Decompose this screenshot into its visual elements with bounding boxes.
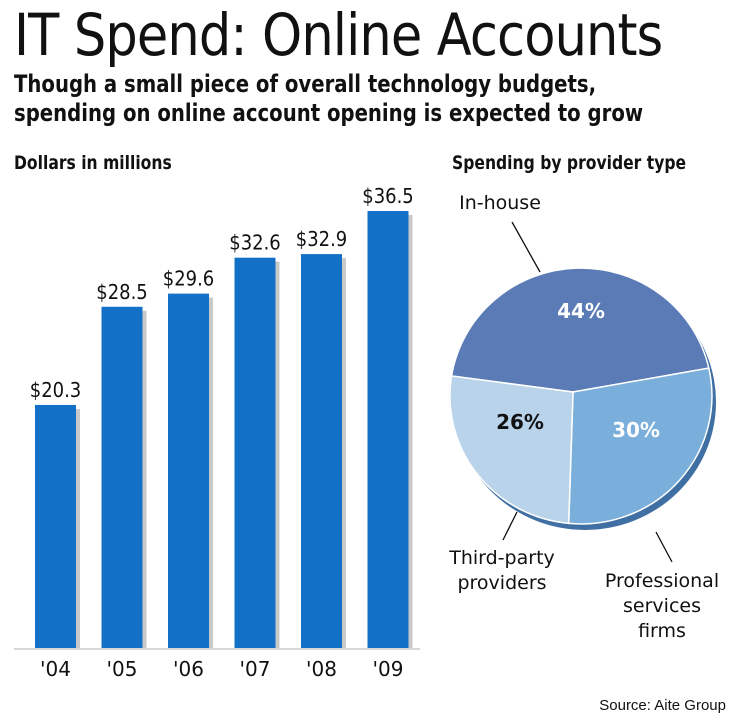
page-title: IT Spend: Online Accounts: [14, 1, 663, 69]
pie-label-thirdparty-line: Third-party: [448, 547, 555, 569]
bar-chart-title: Dollars in millions: [14, 152, 172, 174]
bar-value-label: $20.3: [30, 378, 82, 402]
x-tick-label: '05: [107, 657, 138, 681]
page-subtitle: Though a small piece of overall technolo…: [14, 70, 643, 128]
source-note: Source: Aite Group: [599, 697, 726, 714]
pie-percent-label: 30%: [612, 418, 660, 442]
pie-slice-professional: [567, 367, 713, 525]
pie-percent-label: 26%: [496, 410, 544, 434]
pie-label-professional-line: firms: [638, 620, 686, 642]
x-tick-label: '07: [240, 657, 271, 681]
leader-line: [655, 531, 673, 563]
bar-value-label: $32.9: [296, 227, 348, 251]
bar-chart: $20.3 '04 $28.5 '05 $29.6 '06 $32.6 '07 $32.9 '08…: [14, 184, 420, 681]
bar-value-label: $28.5: [96, 280, 148, 304]
pie-label-thirdparty-line: providers: [457, 572, 546, 594]
pie-label-professional-line: services: [623, 595, 701, 617]
pie-label-inhouse: In-house: [459, 192, 541, 214]
bar-value-label: $36.5: [362, 184, 414, 208]
pie-percent-label: 44%: [557, 299, 605, 323]
bar: [367, 211, 409, 648]
bar: [301, 254, 342, 648]
bar: [35, 404, 76, 648]
leader-line: [511, 221, 541, 273]
x-tick-label: '04: [40, 657, 71, 681]
pie-chart: 44% 30% 26% In-house Professional services fir…: [448, 192, 719, 642]
bar: [168, 293, 209, 648]
subtitle-line-2: spending on online account opening is ex…: [14, 99, 644, 127]
bar-value-label: $32.6: [229, 231, 281, 255]
subtitle-line-1: Though a small piece of overall technolo…: [14, 70, 597, 98]
bar-value-label: $29.6: [163, 267, 215, 291]
pie-chart-title: Spending by provider type: [452, 152, 687, 174]
x-tick-label: '08: [306, 657, 337, 681]
leader-line: [502, 511, 518, 541]
pie-slice-inhouse: [450, 267, 710, 393]
x-tick-label: '06: [173, 657, 204, 681]
pie-label-professional-line: Professional: [605, 570, 719, 592]
bar: [234, 257, 276, 648]
x-tick-label: '09: [373, 657, 404, 681]
bar: [101, 306, 143, 648]
pie-slice-thirdparty: [449, 375, 574, 525]
